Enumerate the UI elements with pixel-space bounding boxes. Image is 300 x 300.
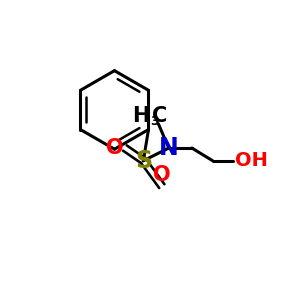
Text: 3: 3 xyxy=(150,115,159,128)
Text: O: O xyxy=(153,165,171,185)
Text: H: H xyxy=(132,106,149,126)
Text: S: S xyxy=(135,149,152,173)
Text: O: O xyxy=(106,138,124,158)
Text: C: C xyxy=(152,106,167,126)
Text: OH: OH xyxy=(235,151,268,170)
Text: N: N xyxy=(159,136,178,160)
